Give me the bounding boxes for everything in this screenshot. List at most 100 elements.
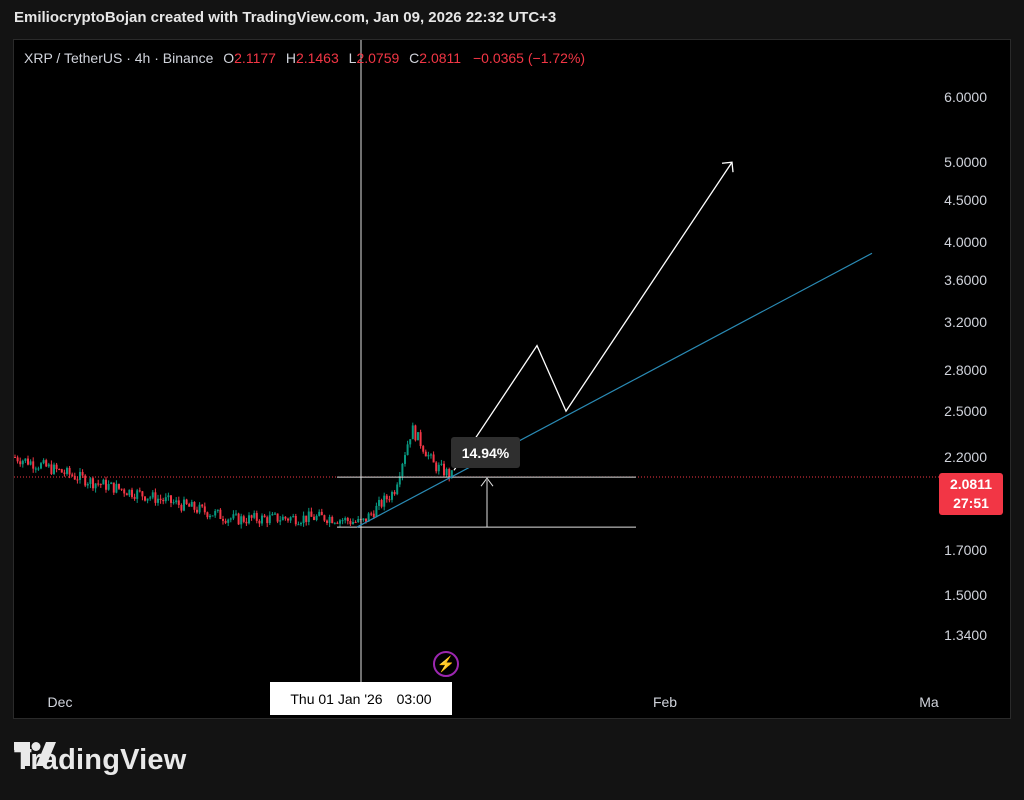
candle-body xyxy=(292,516,295,518)
candle-body xyxy=(42,460,45,464)
candle-body xyxy=(60,469,63,473)
price-tick-label: 2.2000 xyxy=(944,449,987,465)
candle-body xyxy=(216,509,219,512)
candle-body xyxy=(19,461,22,465)
candle-body xyxy=(263,515,266,518)
candle-body xyxy=(203,506,206,513)
candle-body xyxy=(333,522,336,524)
time-tick-label: Feb xyxy=(652,694,678,710)
candle-body xyxy=(344,517,347,521)
last-price-tag: 2.0811 27:51 xyxy=(939,473,1003,515)
candle-body xyxy=(440,463,443,465)
candle-body xyxy=(362,518,365,521)
candle-body xyxy=(102,479,105,485)
price-chart[interactable] xyxy=(14,40,1011,719)
candle-body xyxy=(29,461,32,465)
candle-body xyxy=(346,517,349,522)
candle-body xyxy=(383,495,386,507)
candle-body xyxy=(50,464,53,474)
candle-body xyxy=(419,432,422,447)
candle-body xyxy=(144,496,146,501)
candle-body xyxy=(302,515,305,524)
candle-body xyxy=(209,515,211,518)
low-label: L xyxy=(348,50,357,66)
candle-body xyxy=(162,499,165,502)
candle-body xyxy=(378,500,380,506)
candle-body xyxy=(367,513,370,522)
candle-body xyxy=(409,439,412,445)
last-price-value: 2.0811 xyxy=(949,476,993,492)
candle-body xyxy=(339,520,341,524)
candle-body xyxy=(118,483,120,489)
candle-body xyxy=(255,513,258,521)
candle-body xyxy=(274,513,276,515)
candle-body xyxy=(97,483,100,485)
candle-body xyxy=(53,464,55,474)
candle-body xyxy=(430,454,432,456)
candle-body xyxy=(318,511,321,516)
price-tick-label: 4.5000 xyxy=(944,192,987,209)
candle-body xyxy=(323,515,326,521)
time-tick-label: Ma xyxy=(919,694,939,710)
candle-body xyxy=(120,488,123,490)
candle-body xyxy=(305,515,308,522)
candle-body xyxy=(310,511,313,517)
candle-body xyxy=(141,491,144,497)
open-value: 2.1177 xyxy=(234,50,276,66)
symbol-name: XRP / TetherUS · 4h · Binance xyxy=(24,50,214,66)
tv-logo-icon xyxy=(14,742,56,766)
candle-body xyxy=(128,489,131,496)
candle-body xyxy=(76,479,79,481)
price-tick-label: 3.2000 xyxy=(944,314,987,331)
candle-body xyxy=(211,515,214,517)
close-label: C xyxy=(409,50,420,66)
candle-body xyxy=(437,464,440,472)
candle-body xyxy=(268,515,271,524)
price-tick-label: 3.6000 xyxy=(944,272,987,289)
candle-body xyxy=(417,432,419,441)
candle-body xyxy=(151,492,154,498)
candle-body xyxy=(240,516,243,525)
candle-body xyxy=(157,498,159,503)
candle-body xyxy=(398,476,401,485)
candle-body xyxy=(349,521,352,525)
lightning-icon[interactable]: ⚡ xyxy=(433,651,459,677)
candle-body xyxy=(40,463,42,469)
bar-countdown: 27:51 xyxy=(953,495,989,511)
candle-body xyxy=(284,516,287,519)
candle-body xyxy=(198,504,201,513)
candle-body xyxy=(177,500,180,505)
candle-body xyxy=(32,461,35,469)
candle-body xyxy=(71,474,74,476)
candle-body xyxy=(365,518,367,522)
candle-body xyxy=(110,482,113,485)
price-tick-label: 4.0000 xyxy=(944,234,987,251)
candle-body xyxy=(253,513,256,518)
candle-body xyxy=(222,518,224,521)
price-tick-label: 2.5000 xyxy=(944,403,987,420)
candle-body xyxy=(89,478,92,484)
candle-body xyxy=(45,460,48,467)
candle-body xyxy=(164,497,167,502)
candle-body xyxy=(380,500,383,507)
chart-pane[interactable]: XRP / TetherUS · 4h · Binance O2.1177 H2… xyxy=(13,39,1011,719)
candle-body xyxy=(331,516,334,524)
candle-body xyxy=(68,467,71,475)
candle-body xyxy=(245,521,248,524)
candle-body xyxy=(406,444,409,456)
candle-body xyxy=(55,464,58,469)
candle-body xyxy=(261,515,263,524)
price-tick-label: 1.7000 xyxy=(944,541,987,558)
candle-body xyxy=(375,505,378,518)
candle-body xyxy=(372,513,375,518)
measure-percent-label: 14.94% xyxy=(451,437,520,468)
candle-body xyxy=(107,484,110,490)
tradingview-logo[interactable]: TradingView xyxy=(14,742,187,778)
candle-body xyxy=(237,513,240,525)
candle-body xyxy=(229,518,232,520)
candle-body xyxy=(258,520,261,524)
candle-body xyxy=(315,515,318,520)
candle-body xyxy=(123,489,126,494)
candle-body xyxy=(388,499,391,501)
candle-body xyxy=(414,425,417,441)
